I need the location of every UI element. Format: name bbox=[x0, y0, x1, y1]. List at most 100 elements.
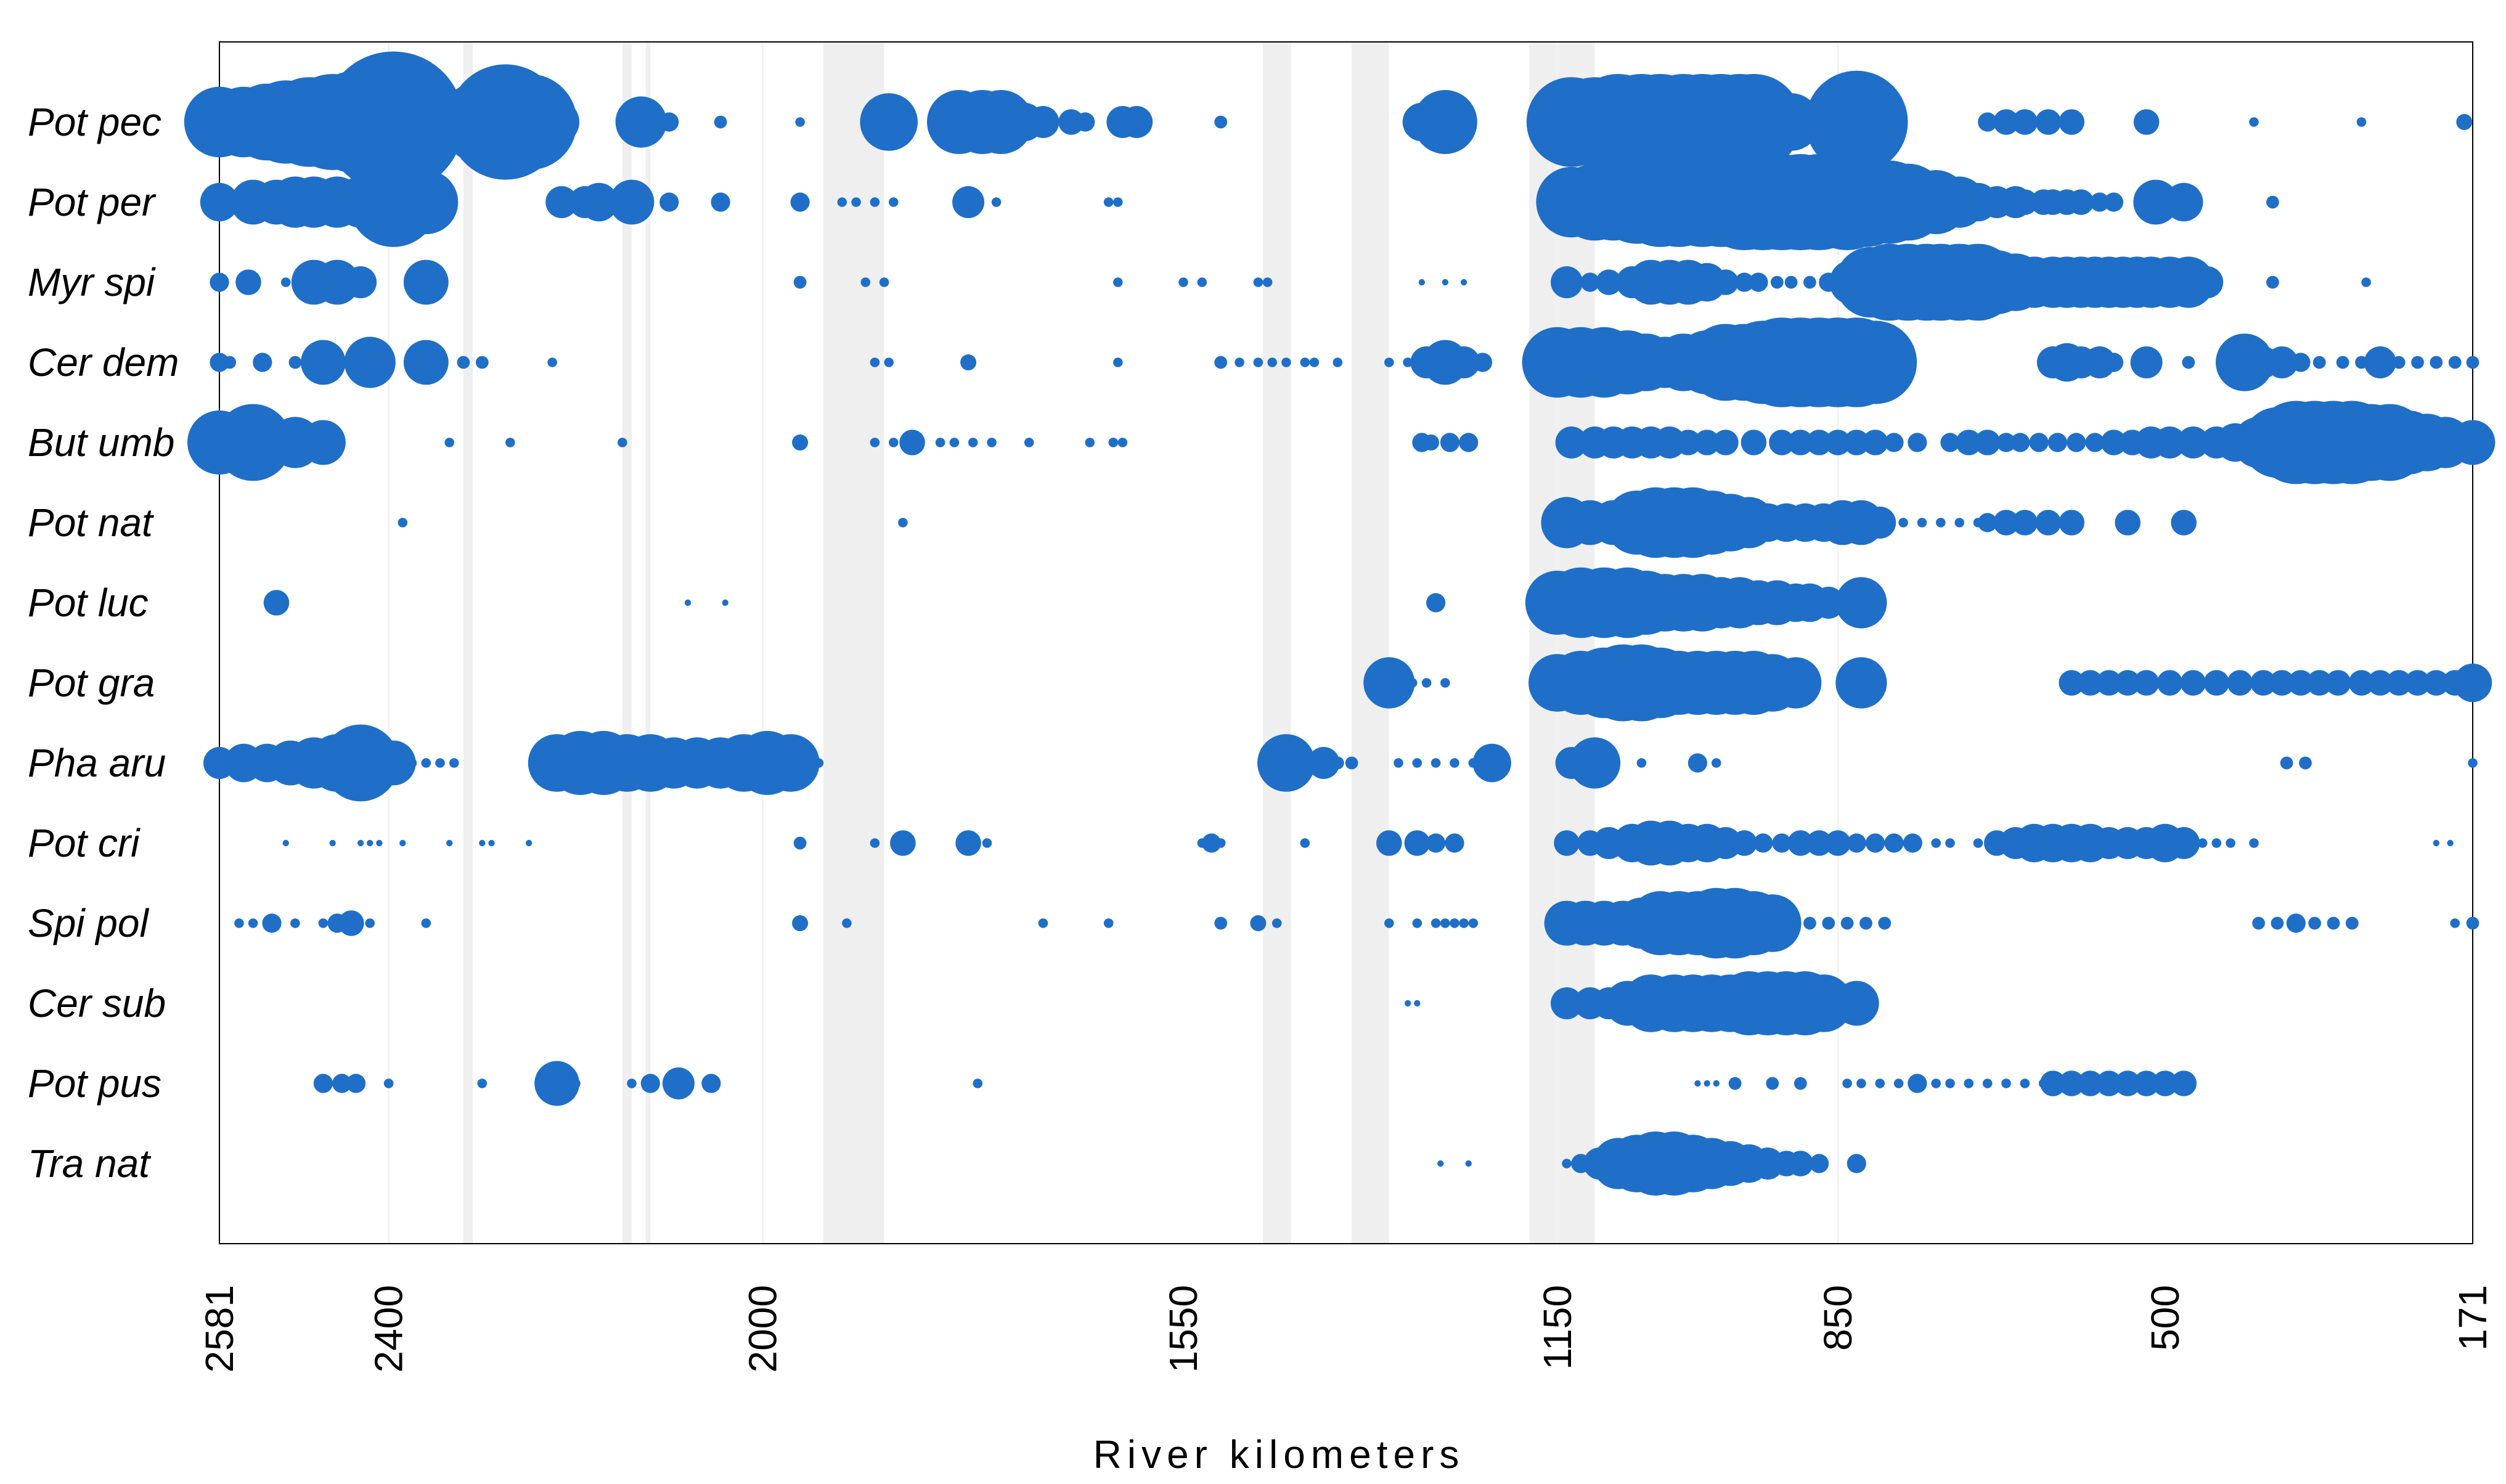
bubble-point bbox=[1834, 980, 1879, 1026]
bubble-point bbox=[1412, 918, 1422, 928]
bubble-point bbox=[1281, 357, 1291, 367]
bubble-point bbox=[2447, 839, 2454, 847]
bubble-point bbox=[1898, 518, 1908, 528]
bubble-point bbox=[870, 838, 880, 848]
bubble-point bbox=[1805, 70, 1908, 174]
bubble-point bbox=[1803, 275, 1816, 289]
bubble-point bbox=[1752, 1148, 1784, 1180]
bubble-point bbox=[814, 758, 824, 768]
bubble-point bbox=[2430, 356, 2443, 369]
bubble-point bbox=[1993, 510, 2019, 536]
bubble-point bbox=[1257, 734, 1315, 792]
bubble-point bbox=[481, 74, 578, 170]
bubble-point bbox=[2077, 670, 2104, 696]
bubble-point bbox=[1842, 1078, 1852, 1088]
bubble-point bbox=[383, 1078, 394, 1088]
bubble-point bbox=[2280, 756, 2293, 770]
bubble-point bbox=[2433, 839, 2439, 847]
bubble-point bbox=[1993, 109, 2019, 135]
bubble-point bbox=[1956, 430, 1982, 455]
bubble-point bbox=[2356, 117, 2367, 127]
bubble-point bbox=[421, 758, 431, 768]
bubble-point bbox=[1982, 1078, 1993, 1088]
bubble-point bbox=[879, 277, 889, 287]
bubble-point bbox=[234, 918, 244, 928]
bubble-point bbox=[2448, 356, 2462, 369]
bubble-point bbox=[2059, 1070, 2084, 1096]
bubble-point bbox=[1713, 1080, 1720, 1087]
bubble-point bbox=[2327, 916, 2340, 930]
bubble-point bbox=[837, 197, 847, 207]
bubble-point bbox=[2171, 510, 2197, 536]
bubble-point bbox=[2068, 189, 2094, 215]
series-row bbox=[200, 154, 2279, 250]
bubble-point bbox=[2466, 356, 2479, 369]
species-label: But umb bbox=[28, 420, 174, 465]
bubble-point bbox=[399, 839, 406, 847]
series-row bbox=[210, 243, 2371, 321]
bubble-point bbox=[475, 356, 489, 369]
bubble-point bbox=[2115, 1070, 2141, 1096]
bubble-point bbox=[2035, 109, 2062, 135]
bubble-point bbox=[2012, 109, 2038, 135]
bubble-point bbox=[1936, 518, 1946, 528]
bubble-point bbox=[1580, 272, 1600, 292]
bubble-point bbox=[2306, 670, 2332, 696]
bubble-point bbox=[505, 438, 515, 447]
bubble-point bbox=[2291, 353, 2311, 372]
bubble-point bbox=[1403, 357, 1413, 367]
bubble-point bbox=[792, 434, 809, 450]
bubble-point bbox=[1197, 277, 1207, 287]
bubble-point bbox=[2252, 916, 2266, 930]
species-label: Cer dem bbox=[28, 340, 179, 385]
bubble-point bbox=[1878, 916, 1892, 930]
bubble-point bbox=[1058, 109, 1084, 135]
series-row bbox=[210, 317, 2479, 407]
bubble-point bbox=[2312, 356, 2326, 369]
bubble-point bbox=[1978, 112, 1998, 132]
shaded-band bbox=[463, 42, 473, 1244]
bubble-point bbox=[444, 438, 454, 447]
bubble-point bbox=[1731, 830, 1757, 856]
bubble-point bbox=[1178, 277, 1188, 287]
species-labels: Pot pec Pot per Myr spi Cer dem But umb Pot n… bbox=[28, 100, 179, 1186]
bubble-point bbox=[345, 266, 377, 298]
bubble-point bbox=[2059, 670, 2084, 696]
bubble-point bbox=[1460, 279, 1467, 286]
x-tick-label: 2000 bbox=[740, 1285, 785, 1372]
bubble-point bbox=[338, 910, 364, 936]
series-row bbox=[203, 724, 2478, 802]
bubble-point bbox=[2090, 192, 2110, 212]
bubble-point bbox=[640, 1074, 660, 1093]
bubble-point bbox=[1704, 1080, 1710, 1087]
bubble-point bbox=[2266, 195, 2279, 209]
bubble-point bbox=[1431, 758, 1441, 768]
bubble-point bbox=[1753, 833, 1773, 853]
bubble-point bbox=[1787, 1151, 1814, 1176]
bubble-point bbox=[1450, 918, 1459, 928]
bubble-point bbox=[1075, 112, 1095, 132]
bubble-point bbox=[662, 1067, 695, 1099]
bubble-point bbox=[457, 356, 470, 369]
bubble-point bbox=[2020, 1078, 2030, 1088]
bubble-point bbox=[210, 353, 229, 372]
bubble-point bbox=[701, 1074, 721, 1093]
x-tick-label: 1550 bbox=[1161, 1285, 1206, 1372]
bubble-point bbox=[1711, 758, 1721, 768]
bubble-point bbox=[365, 918, 375, 928]
bubble-point bbox=[2456, 114, 2473, 130]
bubble-point bbox=[301, 340, 346, 385]
bubble-point bbox=[398, 518, 408, 528]
bubble-point bbox=[2133, 1070, 2160, 1096]
bubble-point bbox=[1840, 916, 1854, 930]
species-label: Pot pus bbox=[28, 1061, 161, 1106]
bubble-point bbox=[2361, 277, 2371, 287]
bubble-point bbox=[282, 839, 289, 847]
bubble-point bbox=[2269, 670, 2295, 696]
bubble-point bbox=[2466, 916, 2479, 930]
bubble-point bbox=[322, 51, 464, 193]
bubble-point bbox=[2059, 510, 2084, 536]
bubble-point bbox=[579, 182, 619, 222]
bubble-point bbox=[615, 96, 667, 148]
